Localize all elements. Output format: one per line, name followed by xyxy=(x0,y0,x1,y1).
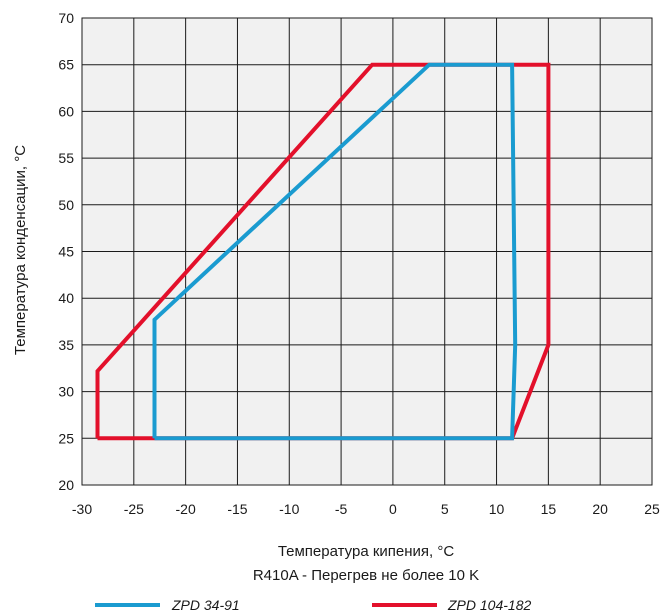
x-tick-label: -20 xyxy=(176,501,196,517)
y-tick-label: 35 xyxy=(58,337,74,353)
x-axis-label: Температура кипения, °C xyxy=(278,543,455,560)
y-tick-label: 20 xyxy=(58,477,74,493)
y-tick-label: 60 xyxy=(58,103,74,119)
y-tick-label: 40 xyxy=(58,290,74,306)
y-tick-label: 30 xyxy=(58,384,74,400)
y-tick-label: 50 xyxy=(58,197,74,213)
y-tick-label: 45 xyxy=(58,244,74,260)
y-tick-label: 65 xyxy=(58,57,74,73)
y-tick-labels: 20 25 30 35 40 45 50 55 60 65 70 xyxy=(58,10,74,493)
legend-label-zpd-104-182: ZPD 104-182 xyxy=(447,597,531,613)
x-tick-label: 15 xyxy=(541,501,557,517)
legend: ZPD 34-91 ZPD 104-182 xyxy=(95,597,531,613)
legend-label-zpd-34-91: ZPD 34-91 xyxy=(171,597,240,613)
x-tick-label: 0 xyxy=(389,501,397,517)
x-tick-label: -30 xyxy=(72,501,92,517)
y-axis-label: Температура конденсации, °C xyxy=(12,145,29,355)
x-tick-label: 10 xyxy=(489,501,505,517)
plot-frame xyxy=(81,17,653,486)
y-tick-label: 70 xyxy=(58,10,74,26)
x-tick-labels: -30 -25 -20 -15 -10 -5 0 5 10 15 20 25 xyxy=(72,501,660,517)
series-layer xyxy=(95,62,551,441)
chart-subtitle: R410A - Перегрев не более 10 K xyxy=(253,567,479,584)
x-tick-label: -25 xyxy=(124,501,144,517)
x-tick-label: -15 xyxy=(227,501,247,517)
x-tick-label: -5 xyxy=(335,501,348,517)
y-tick-label: 25 xyxy=(58,430,74,446)
x-tick-label: 25 xyxy=(644,501,660,517)
x-tick-label: 5 xyxy=(441,501,449,517)
series-line-zpd-34-91 xyxy=(152,62,518,441)
x-tick-label: -10 xyxy=(279,501,299,517)
y-tick-label: 55 xyxy=(58,150,74,166)
x-tick-label: 20 xyxy=(592,501,608,517)
